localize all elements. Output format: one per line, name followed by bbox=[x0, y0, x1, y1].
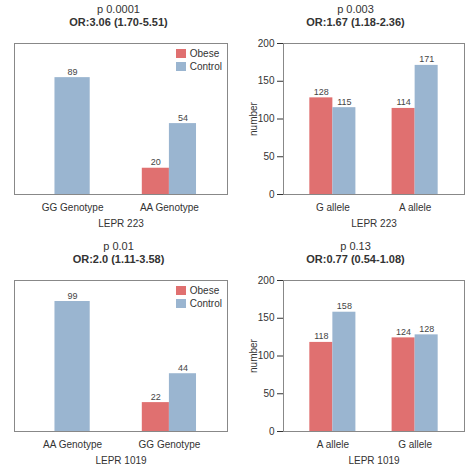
svg-text:A allele: A allele bbox=[317, 439, 350, 450]
svg-text:number: number bbox=[248, 101, 259, 136]
svg-text:AA Genotype: AA Genotype bbox=[140, 202, 199, 213]
svg-text:A allele: A allele bbox=[399, 202, 432, 213]
svg-text:100: 100 bbox=[258, 113, 275, 124]
svg-text:LEPR 1019: LEPR 1019 bbox=[348, 455, 400, 466]
html-text:Obese: Obese bbox=[189, 285, 220, 296]
svg-text:AA Genotype: AA Genotype bbox=[43, 439, 102, 450]
svg-text:150: 150 bbox=[258, 75, 275, 86]
svg-text:0: 0 bbox=[269, 189, 275, 200]
svg-text:118: 118 bbox=[314, 331, 328, 341]
svg-text:GG Genotype: GG Genotype bbox=[139, 439, 201, 450]
svg-text:LEPR 1019: LEPR 1019 bbox=[95, 455, 147, 466]
svg-text:LEPR 223: LEPR 223 bbox=[98, 218, 144, 229]
html-text:Control: Control bbox=[189, 298, 222, 309]
svg-text:22: 22 bbox=[151, 392, 161, 402]
html-text:p 0.0001: p 0.0001 bbox=[97, 3, 140, 15]
html-text:p 0.003: p 0.003 bbox=[337, 3, 374, 15]
svg-text:0: 0 bbox=[269, 426, 275, 437]
svg-text:128: 128 bbox=[314, 87, 329, 97]
svg-text:115: 115 bbox=[337, 97, 351, 107]
svg-text:number: number bbox=[248, 338, 259, 373]
svg-text:50: 50 bbox=[263, 388, 275, 399]
html-text:Control: Control bbox=[189, 61, 222, 72]
svg-text:200: 200 bbox=[258, 38, 275, 49]
html-text:OR:3.06 (1.70-5.51): OR:3.06 (1.70-5.51) bbox=[69, 16, 168, 28]
svg-text:200: 200 bbox=[258, 275, 275, 286]
svg-text:89: 89 bbox=[68, 67, 78, 77]
html-text:OR:0.77 (0.54-1.08): OR:0.77 (0.54-1.08) bbox=[306, 253, 405, 265]
html-text:Obese: Obese bbox=[189, 48, 220, 59]
svg-text:20: 20 bbox=[151, 157, 161, 167]
html-text:p 0.13: p 0.13 bbox=[340, 240, 371, 252]
html-text:OR:1.67 (1.18-2.36): OR:1.67 (1.18-2.36) bbox=[306, 16, 405, 28]
svg-text:50: 50 bbox=[263, 151, 275, 162]
html-text:p 0.01: p 0.01 bbox=[103, 240, 134, 252]
svg-text:124: 124 bbox=[396, 327, 411, 337]
svg-text:54: 54 bbox=[178, 113, 188, 123]
svg-text:114: 114 bbox=[396, 97, 410, 107]
svg-text:LEPR 223: LEPR 223 bbox=[351, 218, 397, 229]
html-text:OR:2.0 (1.11-3.58): OR:2.0 (1.11-3.58) bbox=[72, 253, 165, 265]
svg-text:G allele: G allele bbox=[316, 202, 350, 213]
svg-text:GG Genotype: GG Genotype bbox=[42, 202, 104, 213]
svg-text:158: 158 bbox=[337, 301, 352, 311]
svg-text:100: 100 bbox=[258, 350, 275, 361]
svg-text:G allele: G allele bbox=[398, 439, 432, 450]
svg-text:171: 171 bbox=[419, 54, 434, 64]
svg-text:128: 128 bbox=[419, 324, 434, 334]
svg-text:99: 99 bbox=[68, 291, 78, 301]
svg-text:150: 150 bbox=[258, 312, 275, 323]
svg-text:44: 44 bbox=[178, 363, 188, 373]
